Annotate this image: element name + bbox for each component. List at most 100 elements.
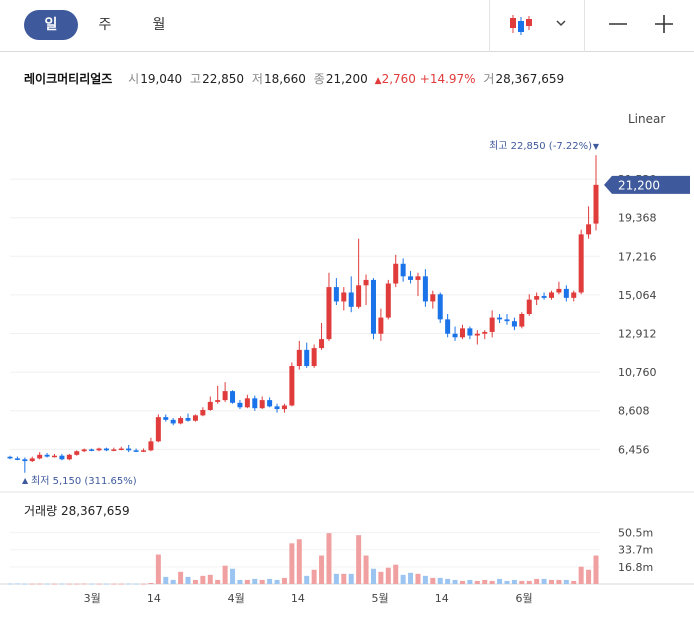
volume-bar (445, 578, 451, 584)
volume-bar (155, 554, 161, 584)
volume-bar (289, 543, 295, 584)
chevron-down-icon[interactable] (555, 14, 567, 33)
candle-body (370, 279, 376, 334)
y-tick-label: 17,216 (618, 250, 657, 263)
candle-body (593, 184, 599, 224)
volume-bar (267, 578, 273, 584)
volume-bar (504, 580, 510, 584)
candle-body (274, 406, 280, 410)
volume-bar (74, 583, 80, 585)
volume-bar (452, 579, 458, 584)
candle-body (452, 333, 458, 338)
volume-bar (474, 580, 480, 584)
candle-body (571, 292, 577, 298)
candle-body (141, 450, 147, 452)
candle-body (519, 314, 525, 327)
candle-body (408, 276, 414, 280)
volume-bar (422, 575, 428, 584)
high-value: 22,850 (202, 72, 245, 86)
volume-bar (348, 573, 354, 584)
candle-body (356, 285, 362, 307)
volume-value: 28,367,659 (495, 72, 565, 86)
volume-bar (52, 583, 58, 585)
volume-bar (215, 579, 221, 584)
volume-bar (393, 564, 399, 584)
volume-bar (511, 579, 517, 584)
candle-body (14, 458, 20, 460)
minus-icon[interactable] (608, 15, 628, 39)
candle-body (230, 391, 236, 403)
candle-body (430, 294, 436, 302)
tab-weekly[interactable]: 주 (98, 17, 112, 33)
volume-bar (333, 573, 339, 584)
candle-body (96, 448, 102, 451)
candle-body (482, 331, 488, 334)
volume-bar (237, 579, 243, 584)
candle-body (504, 319, 510, 322)
max-marker-icon: ▼ (593, 142, 600, 151)
candle-body (304, 349, 310, 367)
volume-bar (482, 579, 488, 584)
candle-body (59, 455, 65, 460)
scale-mode-selector[interactable]: Linear (628, 112, 666, 126)
volume-bar (400, 574, 406, 584)
candle-body (52, 455, 58, 458)
volume-bar (541, 578, 547, 584)
candle-body (192, 415, 198, 421)
open-value: 19,040 (140, 72, 183, 86)
volume-bar (178, 571, 184, 584)
volume-bar (103, 583, 109, 585)
volume-bar (118, 583, 124, 585)
volume-bar (37, 583, 43, 585)
min-marker-icon: ▲ (22, 476, 29, 485)
y-tick-label: 8,608 (618, 405, 650, 418)
candle-body (37, 454, 43, 459)
candle-body (385, 283, 391, 318)
candle-body (118, 448, 124, 451)
volume-tick-label: 33.7m (618, 544, 653, 557)
volume-bar (141, 583, 147, 585)
tab-daily[interactable]: 일 (24, 10, 78, 40)
candle-body (445, 319, 451, 334)
candle-body (437, 294, 443, 320)
candle-body (563, 288, 569, 298)
x-tick-label: 14 (291, 592, 305, 605)
candle-body (578, 234, 584, 293)
close-label: 종 (313, 72, 325, 86)
plus-icon[interactable] (654, 15, 674, 39)
volume-bar (489, 580, 495, 584)
candlestick-icon[interactable] (507, 13, 537, 41)
tab-monthly[interactable]: 월 (152, 17, 166, 33)
min-price-label: 최저 5,150 (311.65%) (31, 475, 137, 487)
y-tick-label: 19,368 (618, 212, 657, 225)
volume-bar (356, 535, 362, 584)
volume-bar (230, 568, 236, 584)
candle-body (7, 456, 13, 459)
y-tick-label: 10,760 (618, 366, 657, 379)
volume-bar (363, 555, 369, 584)
candle-body (111, 449, 117, 451)
candle-body (534, 296, 540, 300)
candle-body (319, 339, 325, 349)
candle-body (586, 224, 592, 235)
candle-body (333, 287, 339, 302)
y-tick-label: 6,456 (618, 443, 650, 456)
candle-body (89, 449, 95, 451)
volume-bar (170, 579, 176, 584)
change-percent: +14.97% (419, 72, 476, 86)
volume-bar (96, 583, 102, 585)
volume-bar (200, 575, 206, 584)
candle-body (215, 400, 221, 402)
x-tick-label: 14 (435, 592, 449, 605)
volume-bar (222, 565, 228, 584)
volume-bar (571, 580, 577, 584)
volume-bar (319, 555, 325, 584)
volume-bar (408, 572, 414, 584)
candle-body (103, 448, 109, 451)
candle-body (200, 409, 206, 416)
volume-bar (534, 578, 540, 584)
candle-body (207, 401, 213, 410)
volume-bar (415, 573, 421, 584)
volume-bar (385, 567, 391, 584)
